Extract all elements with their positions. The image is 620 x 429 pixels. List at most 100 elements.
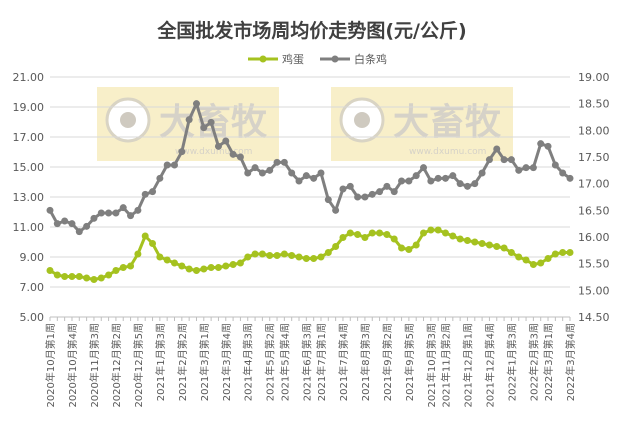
- series-1-point: [280, 250, 288, 258]
- x-tick-label: 2020年12月第2周: [110, 323, 123, 408]
- series-2-point: [112, 209, 120, 217]
- y-right-tick-label: 14.50: [578, 311, 610, 324]
- x-tick-label: 2021年1月第3周: [154, 323, 167, 401]
- x-tick-label: 2021年12月第1周: [461, 323, 474, 408]
- series-1-point: [507, 249, 515, 256]
- series-2-point: [273, 158, 281, 166]
- series-1-point: [485, 241, 493, 249]
- series-2-point: [515, 166, 523, 174]
- series-1-point: [405, 246, 413, 253]
- series-2-point: [537, 140, 545, 148]
- series-1-point: [537, 259, 545, 267]
- series-2-point: [383, 182, 391, 190]
- series-2-point: [127, 212, 135, 220]
- series-1-point: [97, 274, 105, 282]
- series-2-point: [434, 174, 442, 182]
- series-1-point: [324, 249, 332, 256]
- series-2-point: [500, 156, 508, 164]
- series-1-point: [449, 232, 457, 240]
- series-1-point: [171, 259, 179, 267]
- series-2-point: [427, 177, 435, 185]
- series-2-point: [463, 182, 471, 190]
- series-2-point: [178, 148, 186, 156]
- series-1-point: [559, 249, 567, 256]
- y-right-tick-label: 17.50: [578, 151, 610, 164]
- series-1-point: [463, 237, 471, 244]
- series-2-point: [376, 188, 384, 196]
- series-2-point: [266, 166, 274, 174]
- y-left-tick-label: 19.00: [13, 101, 45, 114]
- series-1-point: [522, 256, 530, 264]
- x-tick-label: 2021年10月第3周: [425, 323, 438, 408]
- series-2-point: [485, 156, 493, 164]
- x-tick-label: 2022年3月第4周: [564, 323, 577, 401]
- series-2-point: [324, 196, 332, 204]
- y-left-tick-label: 15.00: [13, 161, 45, 174]
- series-1-point: [332, 243, 340, 250]
- series-1-point: [68, 273, 76, 280]
- series-2-point: [441, 174, 449, 182]
- series-2-point: [471, 180, 479, 188]
- watermark-logo-dot: [354, 112, 370, 128]
- x-tick-label: 2021年2月第2周: [176, 323, 189, 401]
- x-tick-label: 2021年5月第2周: [264, 323, 277, 401]
- series-1-point: [200, 265, 208, 273]
- series-2-point: [390, 188, 398, 196]
- watermark-url: www.dxumu.com: [175, 147, 252, 157]
- watermark-brand: 大畜牧: [393, 102, 502, 143]
- y-right-tick-label: 15.50: [578, 258, 610, 271]
- series-1-point: [383, 231, 391, 238]
- series-2-point: [83, 222, 91, 230]
- series-1-point: [376, 229, 384, 237]
- series-1-point: [119, 264, 127, 271]
- series-1-point: [244, 253, 252, 261]
- axes: 5.00 7.00 9.00 11.00 13.00 15.00 17.00 19.00 21.…: [13, 71, 610, 408]
- series-1-point: [192, 267, 200, 274]
- x-tick-label: 2021年7月第4周: [337, 323, 350, 401]
- x-tick-label: 2022年1月第3周: [505, 323, 518, 401]
- series-1-point: [251, 250, 259, 258]
- series-2-point: [317, 169, 325, 177]
- series-2-point: [222, 137, 230, 145]
- series-1-point: [288, 252, 296, 259]
- legend: 鸡蛋 白条鸡: [248, 52, 387, 66]
- series-1-point: [156, 253, 164, 261]
- series-2-point: [244, 169, 252, 177]
- series-1-point: [295, 253, 303, 261]
- series-1-point: [83, 274, 91, 282]
- series-1-point: [493, 243, 501, 250]
- x-tick-label: 2021年12月第4周: [483, 323, 496, 408]
- legend-swatch-marker: [331, 55, 339, 63]
- series-1-point: [441, 229, 449, 237]
- y-left-tick-label: 17.00: [13, 131, 45, 144]
- y-right-tick-label: 18.00: [578, 124, 610, 137]
- series-1-point: [390, 235, 398, 243]
- series-2-point: [361, 193, 369, 201]
- series-1-point: [427, 226, 435, 234]
- watermark-logo-dot: [120, 112, 136, 128]
- series-2-point: [119, 204, 127, 212]
- chart-title: 全国批发市场周均价走势图(元/公斤): [156, 19, 466, 42]
- series-2-point: [258, 169, 266, 177]
- series-2-point: [68, 220, 76, 228]
- series-1-point: [339, 234, 347, 241]
- x-tick-label: 2021年3月第1周: [198, 323, 211, 401]
- legend-item-1: 鸡蛋: [248, 52, 304, 66]
- series-1-point: [515, 253, 523, 261]
- x-tick-label: 2021年5月第4周: [278, 323, 291, 401]
- x-tick-label: 2021年11月第2周: [439, 323, 452, 408]
- series-1-point: [236, 259, 244, 267]
- series-2-point: [46, 206, 54, 214]
- series-2-point: [90, 214, 98, 222]
- series-1-point: [529, 261, 537, 268]
- series-1-point: [310, 255, 318, 262]
- series-line-1: [49, 228, 570, 281]
- series-1-point: [149, 240, 157, 247]
- series-1-point: [75, 273, 83, 280]
- x-tick-label: 2020年11月第3周: [88, 323, 101, 408]
- y-right-tick-label: 15.00: [578, 284, 610, 297]
- series-1-point: [112, 267, 120, 274]
- x-tick-label: 2021年8月第3周: [359, 323, 372, 401]
- series-2-point: [105, 209, 113, 217]
- series-2-point: [493, 145, 501, 153]
